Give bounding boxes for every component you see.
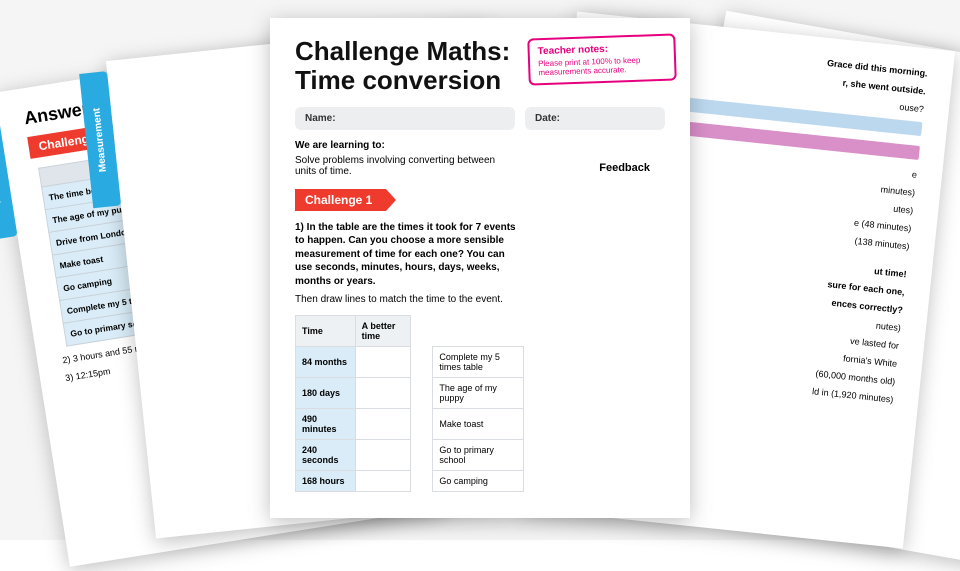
time-cell: 240 seconds <box>296 440 356 471</box>
date-field[interactable]: Date: <box>525 107 665 130</box>
question-subtext: Then draw lines to match the time to the… <box>295 294 524 305</box>
better-cell[interactable] <box>355 378 410 409</box>
event-cell: Make toast <box>433 409 524 440</box>
better-cell[interactable] <box>355 440 410 471</box>
teacher-notes-body: Please print at 100% to keep measurement… <box>538 55 667 77</box>
measurement-tab: Measurement <box>0 103 17 241</box>
time-match-table: Time A better time 84 months Complete my … <box>295 315 524 492</box>
col-header-time: Time <box>296 316 356 347</box>
event-cell: Go camping <box>433 471 524 492</box>
event-cell: Go to primary school <box>433 440 524 471</box>
teacher-notes-box: Teacher notes: Please print at 100% to k… <box>527 33 677 85</box>
event-cell: Complete my 5 times table <box>433 347 524 378</box>
better-cell[interactable] <box>355 409 410 440</box>
time-cell: 490 minutes <box>296 409 356 440</box>
feedback-label: Feedback <box>599 162 650 174</box>
worksheet-page-front: Challenge Maths: Time conversion Teacher… <box>270 18 690 518</box>
tab-label: Measurement <box>91 107 109 172</box>
learning-body: Solve problems involving converting betw… <box>295 155 517 177</box>
question-text: 1) In the table are the times it took fo… <box>295 221 524 289</box>
learning-label: We are learning to: <box>295 140 665 151</box>
better-cell[interactable] <box>355 347 410 378</box>
tab-label: Measurement <box>0 139 4 204</box>
better-cell[interactable] <box>355 471 410 492</box>
col-header-better: A better time <box>355 316 410 347</box>
time-cell: 180 days <box>296 378 356 409</box>
time-cell: 84 months <box>296 347 356 378</box>
name-field[interactable]: Name: <box>295 107 515 130</box>
challenge-tag: Challenge 1 <box>295 189 386 211</box>
name-date-row: Name: Date: <box>295 107 665 130</box>
event-cell: The age of my puppy <box>433 378 524 409</box>
time-cell: 168 hours <box>296 471 356 492</box>
